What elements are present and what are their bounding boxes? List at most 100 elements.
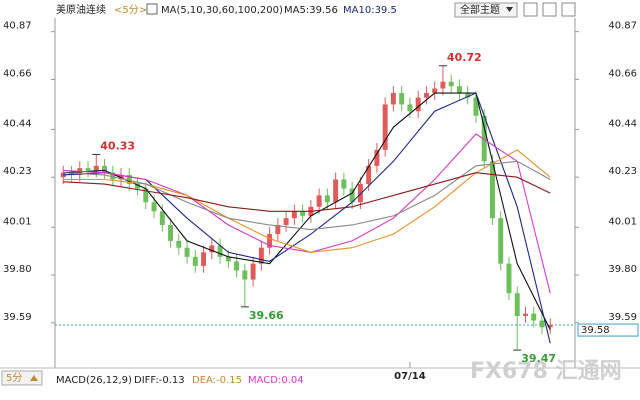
candle-body xyxy=(250,263,256,280)
candle-body xyxy=(333,179,339,203)
candle-body xyxy=(440,81,446,89)
candle-body xyxy=(217,245,223,257)
candle-body xyxy=(357,184,363,203)
last-price-label: 39.58 xyxy=(581,325,610,336)
candle-body xyxy=(184,247,190,257)
macd-label: MACD(26,12,9) xyxy=(56,375,132,386)
y-tick-label: 40.66 xyxy=(608,68,637,79)
y-tick-label: 40.87 xyxy=(608,21,637,32)
candle-body xyxy=(341,179,347,189)
candle-body xyxy=(110,172,116,180)
y-tick-label: 40.44 xyxy=(608,118,637,129)
y-tick-label: 40.44 xyxy=(3,118,32,129)
y-tick-label: 39.80 xyxy=(3,264,32,275)
candle-body xyxy=(176,240,182,248)
diff-value: DIFF:-0.13 xyxy=(134,375,185,386)
y-tick-label: 40.01 xyxy=(608,216,637,227)
annotation-label: 39.47 xyxy=(521,352,556,365)
candle-body xyxy=(267,234,273,248)
ma-line xyxy=(63,172,551,212)
interval[interactable]: <5分> xyxy=(114,4,147,16)
y-tick-label: 39.59 xyxy=(608,312,637,323)
y-tick-label: 40.01 xyxy=(3,216,32,227)
candle-body xyxy=(283,218,289,225)
y-tick-label: 40.66 xyxy=(3,68,32,79)
annotation-label: 39.66 xyxy=(249,309,284,322)
theme-label: 全部主题 xyxy=(460,3,500,16)
candle-body xyxy=(506,263,512,294)
candle-body xyxy=(399,93,405,105)
candle-body xyxy=(291,211,297,219)
candle-body xyxy=(85,168,91,171)
candle-body xyxy=(481,115,487,162)
tool-button[interactable] xyxy=(542,2,557,17)
candle-body xyxy=(151,202,157,212)
candle-body xyxy=(102,165,107,173)
ma-icon[interactable] xyxy=(146,3,158,15)
candle-body xyxy=(366,165,372,185)
instrument-title: 美原油连续 xyxy=(56,3,106,16)
candle-body xyxy=(523,313,528,316)
candle-body xyxy=(143,188,149,203)
annotation-label: 40.72 xyxy=(447,51,482,64)
ma-line xyxy=(63,160,551,231)
candle-body xyxy=(465,93,471,98)
candle-body xyxy=(168,224,174,241)
y-tick-label: 40.87 xyxy=(3,21,32,32)
candle-body xyxy=(390,93,396,105)
ma5-value: MA5:39.56 xyxy=(284,5,338,16)
theme-dropdown[interactable] xyxy=(454,2,518,18)
y-tick-label: 39.80 xyxy=(608,264,637,275)
candle-body xyxy=(225,256,231,262)
candle-body xyxy=(423,93,429,98)
candle-body xyxy=(316,195,322,207)
dea-value: DEA:-0.15 xyxy=(192,375,242,386)
select-arrow xyxy=(30,375,38,381)
candle-body xyxy=(456,86,462,94)
candle-body xyxy=(448,81,454,87)
watermark: FX678 汇通网 xyxy=(470,359,622,384)
candle-body xyxy=(547,325,553,328)
candle-body xyxy=(498,218,504,264)
tool-button[interactable] xyxy=(523,2,538,17)
y-tick-label: 40.23 xyxy=(3,166,32,177)
candle-body xyxy=(382,104,388,150)
candle-body xyxy=(69,172,74,175)
candle-body xyxy=(258,247,264,264)
candle-body xyxy=(514,293,520,316)
candle-body xyxy=(473,97,479,116)
candle-body xyxy=(275,224,281,235)
candle-body xyxy=(159,211,165,225)
annotation-label: 40.33 xyxy=(100,139,135,152)
dropdown-arrow xyxy=(506,7,513,12)
candle-body xyxy=(234,261,240,271)
candle-body xyxy=(432,88,438,94)
candle-body xyxy=(415,97,421,112)
candle-body xyxy=(489,161,495,219)
candle-body xyxy=(300,211,306,216)
candle-body xyxy=(192,256,198,266)
macd-value: MACD:0.04 xyxy=(248,375,304,386)
candle-body xyxy=(135,184,141,189)
ma-label: MA(5,10,30,60,100,200) xyxy=(161,5,283,16)
last-price-box xyxy=(577,323,639,337)
candle-body xyxy=(539,320,545,328)
candle-body xyxy=(324,195,330,203)
candle-body xyxy=(201,252,207,266)
x-tick-label: 07/14 xyxy=(394,371,426,382)
y-tick-label: 39.59 xyxy=(3,312,32,323)
candle-body xyxy=(531,313,537,321)
footer-interval: 5分 xyxy=(6,372,22,384)
candle-body xyxy=(349,188,355,203)
candle-body xyxy=(126,174,132,185)
candle-body xyxy=(93,165,99,171)
interval-select[interactable] xyxy=(1,370,43,386)
tool-button[interactable] xyxy=(561,2,576,17)
candle-body xyxy=(242,270,248,280)
ma10-value: MA10:39.5 xyxy=(343,5,397,16)
candle-body xyxy=(407,104,413,112)
candle-body xyxy=(374,149,380,166)
candle-body xyxy=(209,245,215,253)
y-tick-label: 40.23 xyxy=(608,166,637,177)
